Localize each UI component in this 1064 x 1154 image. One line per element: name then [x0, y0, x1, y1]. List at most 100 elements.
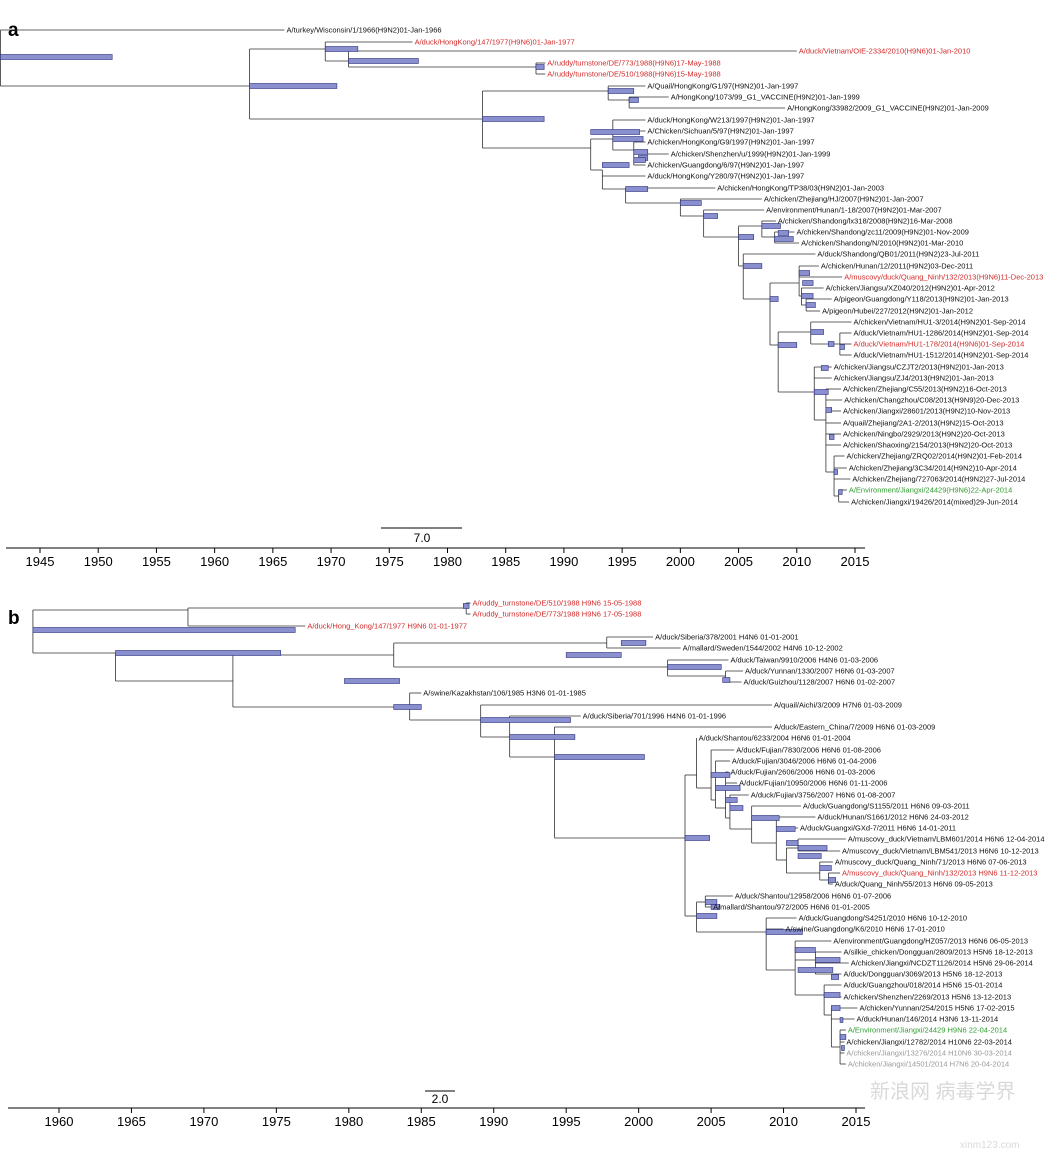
tip-label: A/chicken/Zhejiang/C55/2013(H9N2)16-Oct-…	[843, 385, 1007, 394]
tip-label: A/ruddy/turnstone/DE/773/1988(H9N6)17-Ma…	[547, 59, 720, 68]
tip-label: A/Chicken/Sichuan/5/97(H9N2)01-Jan-1997	[647, 127, 793, 136]
tip-label: A/chicken/Guangdong/6/97(H9N2)01-Jan-199…	[647, 161, 804, 170]
hpd-bar	[612, 136, 644, 142]
hpd-bar	[841, 1045, 845, 1051]
axis-tick-label: 2005	[697, 1114, 726, 1129]
hpd-bar	[810, 329, 824, 335]
hpd-bar	[620, 640, 647, 646]
tip-label: A/chicken/Shenzhen/2269/2013 H5N6 13-12-…	[844, 993, 1012, 1002]
tip-label: A/duck/Hunan/S1661/2012 H6N6 24-03-2012	[817, 813, 968, 822]
hpd-bar	[633, 157, 646, 163]
hpd-bar	[839, 1017, 844, 1023]
panel-b-time-axis: 1960 1965 1970 1975 1980 1985 1990 1995 2000 2005…	[8, 1107, 870, 1129]
hpd-bar	[703, 213, 718, 219]
tip-label: A/chicken/Hunan/12/2011(H9N2)03-Dec-2011	[821, 262, 973, 271]
tip-label: A/pigeon/Guangdong/Y118/2013(H9N2)01-Jan…	[834, 295, 1009, 304]
hpd-bar	[802, 280, 814, 286]
tip-label: A/duck/Guangzhou/018/2014 H5N6 15-01-201…	[844, 981, 1003, 990]
hpd-bar	[831, 974, 839, 980]
hpd-bar	[820, 365, 829, 371]
panel-a-hpd-bars	[0, 46, 845, 495]
hpd-bar	[794, 947, 816, 953]
hpd-bar	[801, 293, 814, 299]
tip-label: A/duck/Hong_Kong/147/1977 H9N6 01-01-197…	[307, 622, 467, 631]
hpd-bar	[827, 341, 835, 347]
hpd-bar	[833, 469, 838, 475]
tip-label: A/chicken/Jiangxi/NCDZT1126/2014 H5N6 29…	[851, 959, 1033, 968]
hpd-bar	[324, 46, 359, 52]
hpd-bar	[249, 83, 338, 89]
hpd-bar	[633, 149, 649, 155]
tip-label: A/duck/Vietnam/HU1-1286/2014(H9N2)01-Sep…	[854, 329, 1029, 338]
tip-label: A/duck/Guangdong/S4251/2010 H6N6 10-12-2…	[799, 914, 967, 923]
hpd-bar	[680, 200, 702, 206]
axis-tick-label: 1970	[317, 554, 346, 569]
hpd-bar	[482, 116, 545, 122]
hpd-bar	[823, 992, 841, 998]
tip-label: A/duck/HongKong/W213/1997(H9N2)01-Jan-19…	[647, 116, 814, 125]
tip-label: A/chicken/Jiangxi/13276/2014 H10N6 30-03…	[846, 1049, 1012, 1058]
tip-label: A/chicken/Jiangsu/ZJ4/2013(H9N2)01-Jan-2…	[834, 374, 994, 383]
hpd-bar	[831, 1005, 841, 1011]
hpd-bar	[839, 1034, 847, 1040]
hpd-bar	[710, 772, 731, 778]
axis-tick-label: 2000	[624, 1114, 653, 1129]
tip-label: A/chicken/HongKong/G9/1997(H9N2)01-Jan-1…	[647, 138, 814, 147]
hpd-bar	[819, 865, 832, 871]
hpd-bar	[722, 677, 731, 683]
tip-label: A/chicken/Jiangxi/14501/2014 H7N6 20-04-…	[848, 1060, 1009, 1069]
tip-label: A/duck/Fujian/2606/2006 H6N6 01-03-2006	[730, 768, 875, 777]
axis-tick-label: 1975	[262, 1114, 291, 1129]
tip-label: A/chicken/Shandong/N/2010(H9N2)01-Mar-20…	[801, 239, 963, 248]
axis-tick-label: 1960	[45, 1114, 74, 1129]
axis-tick-label: 1985	[407, 1114, 436, 1129]
tip-label: A/muscovy_duck/Vietnam/LBM601/2014 H6N6 …	[848, 835, 1045, 844]
hpd-bar	[715, 785, 741, 791]
axis-tick-label: 1970	[189, 1114, 218, 1129]
hpd-bar	[462, 603, 470, 609]
panel-a-time-axis: 1945 1950 1955 1960 1965 1970 1975 1980 1985 1990…	[6, 547, 869, 569]
hpd-bar	[742, 263, 763, 269]
tip-label: A/environment/Hunan/1-18/2007(H9N2)01-Ma…	[766, 206, 942, 215]
hpd-bar	[786, 840, 799, 846]
panel-a-scale-label: 7.0	[414, 531, 431, 545]
hpd-bar	[0, 54, 113, 60]
axis-tick-label: 2010	[782, 554, 811, 569]
panel-a-label: a	[8, 20, 19, 41]
tip-label: A/turkey/Wisconsin/1/1966(H9N2)01-Jan-19…	[287, 26, 442, 35]
axis-tick-label: 1955	[142, 554, 171, 569]
hpd-bar	[805, 302, 816, 308]
tip-label: A/swine/Guangdong/K6/2010 H6N6 17-01-201…	[786, 925, 945, 934]
tip-label: A/Environment/Jiangxi/24429 H9N6 22-04-2…	[848, 1026, 1007, 1035]
watermark-title: 新浪网 病毒学界	[870, 1080, 1016, 1103]
axis-tick-label: 1975	[375, 554, 404, 569]
hpd-bar	[565, 652, 622, 658]
tip-label: A/duck/Fujian/7830/2006 H6N6 01-08-2006	[736, 746, 881, 755]
tip-label: A/chicken/Zhejiang/3C34/2014(H9N2)10-Apr…	[849, 464, 1017, 473]
tip-label: A/silkie_chicken/Dongguan/2809/2013 H5N6…	[844, 948, 1033, 957]
hpd-bar	[751, 815, 780, 821]
axis-tick-label: 1995	[552, 1114, 581, 1129]
axis-tick-label: 2010	[769, 1114, 798, 1129]
tip-label: A/duck/Fujian/10950/2006 H6N6 01-11-2006	[739, 779, 887, 788]
hpd-bar	[590, 129, 640, 135]
panel-b-hpd-bars	[32, 603, 847, 1051]
tip-label: A/duck/Eastern_China/7/2009 H6N6 01-03-2…	[774, 723, 935, 732]
tip-label: A/chicken/Jiangxi/28601/2013(H9N2)10-Nov…	[843, 407, 1010, 416]
tip-label: A/chicken/Zhejiang/727063/2014(H9N2)27-J…	[852, 475, 1025, 484]
tip-label: A/chicken/Shandong/lx318/2008(H9N2)16-Ma…	[778, 217, 953, 226]
hpd-bar	[710, 904, 721, 910]
hpd-bar	[480, 717, 571, 723]
panel-b-label: b	[8, 608, 20, 629]
hpd-bar	[625, 186, 649, 192]
axis-tick-label: 1980	[433, 554, 462, 569]
hpd-bar	[729, 805, 744, 811]
tip-label: A/chicken/Ningbo/2929/2013(H9N2)20-Oct-2…	[843, 430, 1005, 439]
hpd-bar	[628, 97, 639, 103]
tip-label: A/chicken/Shaoxing/2154/2013(H9N2)20-Oct…	[843, 441, 1012, 450]
panel-b-scale-label: 2.0	[432, 1092, 449, 1106]
tip-label: A/ruddy/turnstone/DE/510/1988(H9N6)15-Ma…	[547, 70, 720, 79]
tip-label: A/HongKong/1073/99_G1_VACCINE(H9N2)01-Ja…	[671, 93, 860, 102]
tip-label: A/duck/Siberia/701/1996 H4N6 01-01-1996	[583, 712, 726, 721]
